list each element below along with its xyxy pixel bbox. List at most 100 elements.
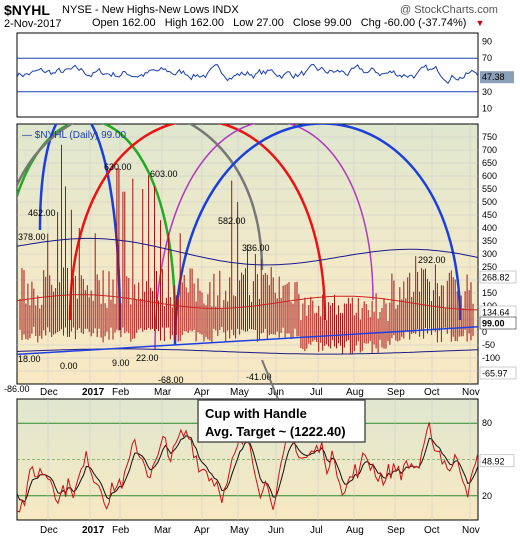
close-value: Close 99.00 xyxy=(292,17,352,29)
main-ytick-label: 150 xyxy=(482,288,497,298)
lower-ytick-label: 80 xyxy=(482,418,492,428)
symbol-name: NYSE - New Highs-New Lows INDX xyxy=(62,4,239,16)
moving-average-line xyxy=(17,294,478,311)
main-ytick-label: 600 xyxy=(482,171,497,181)
bollinger-upper-band xyxy=(17,237,478,266)
last-value-label: 268.82 xyxy=(482,273,510,283)
annotation-label: 292.00 xyxy=(418,255,446,265)
annotation-label: 336.00 xyxy=(242,243,270,253)
lower-xtick-label: Nov xyxy=(462,525,480,536)
lower-xtick-label: Sep xyxy=(387,525,405,536)
callout-line2: Avg. Target ~ (1222.40) xyxy=(205,424,346,439)
trendline xyxy=(17,326,478,356)
main-xtick-label: 2017 xyxy=(82,387,105,398)
main-xtick-label: Mar xyxy=(154,387,172,398)
main-ytick-label: -50 xyxy=(482,340,495,350)
cycle-arcs xyxy=(17,124,462,351)
main-xtick-label: May xyxy=(230,387,249,398)
lower-xtick-label: Dec xyxy=(40,525,58,536)
annotation-label: 603.00 xyxy=(150,169,178,179)
lower-xtick-label: May xyxy=(230,525,249,536)
top-ytick-label: 70 xyxy=(482,53,492,63)
top-indicator-series xyxy=(17,63,478,85)
main-ytick-label: -100 xyxy=(482,353,500,363)
top-grid xyxy=(17,57,478,93)
main-ytick-label: 700 xyxy=(482,145,497,155)
cycle-arc xyxy=(38,124,122,331)
annotation-label: 582.00 xyxy=(218,216,246,226)
main-ytick-label: 0 xyxy=(482,327,487,337)
annotations: 378.00 462.00 630.00 603.00 582.00 336.00 292.… xyxy=(4,162,446,410)
top-ytick-label: 90 xyxy=(482,36,492,46)
main-xtick-label: Feb xyxy=(112,387,130,398)
brand-logo: @ StockCharts.com xyxy=(400,4,498,16)
callout-box xyxy=(197,399,366,443)
down-arrow-icon: ▼ xyxy=(475,18,485,28)
main-ytick-label: 750 xyxy=(482,132,497,142)
open-value: Open 162.00 xyxy=(92,17,156,29)
lower-xtick-label: 2017 xyxy=(82,525,105,536)
chart-header: $NYHL NYSE - New Highs-New Lows INDX @ S… xyxy=(0,0,520,30)
lower-ytick-label: 20 xyxy=(482,491,492,501)
cycle-arc xyxy=(17,124,177,321)
lower-xtick-label: Oct xyxy=(424,525,440,536)
annotation-label: 22.00 xyxy=(136,353,159,363)
main-xtick-label: Nov xyxy=(462,387,480,398)
top-last-value: 47.38 xyxy=(482,72,505,82)
annotation-label: 378.00 xyxy=(18,232,46,242)
symbol: $NYHL xyxy=(4,2,50,18)
annotation-label: -68.00 xyxy=(158,375,184,385)
lower-last-value-box xyxy=(479,454,515,468)
high-value: High 162.00 xyxy=(164,17,225,29)
callout-line1: Cup with Handle xyxy=(205,406,307,421)
last-value-label: -65.97 xyxy=(482,369,508,379)
ohlc-row: Open 162.00 High 162.00 Low 27.00 Close … xyxy=(92,17,490,29)
lower-xtick-label: Mar xyxy=(154,525,172,536)
lower-last-value: 48.92 xyxy=(482,456,505,466)
top-yticks: 907050301047.38 xyxy=(480,36,514,114)
cycle-arc xyxy=(154,124,374,351)
cycle-arc xyxy=(17,124,264,271)
main-ytick-label: 550 xyxy=(482,184,497,194)
annotation-label: -41.00 xyxy=(246,372,272,382)
main-ytick-label: 650 xyxy=(482,158,497,168)
top-indicator-panel xyxy=(16,32,479,118)
date-label: 2-Nov-2017 xyxy=(4,18,62,30)
main-xtick-label: Apr xyxy=(194,387,210,398)
change-value: Chg -60.00 (-37.74%) xyxy=(360,17,467,29)
overlays xyxy=(17,237,478,356)
main-yticks: 7507006506005505004504003503002502001501… xyxy=(479,132,517,380)
lower-xticks: Dec 2017 Feb Mar Apr May Jun Jul Aug Sep Oct Nov xyxy=(40,525,480,536)
last-value-label: 134.64 xyxy=(482,308,510,318)
top-ytick-label: 10 xyxy=(482,104,492,114)
cycle-arc xyxy=(68,124,327,321)
annotation-label: 0.00 xyxy=(60,361,78,371)
last-value-box xyxy=(479,270,517,284)
top-indicator-line xyxy=(17,63,478,85)
main-ytick-label: 250 xyxy=(482,262,497,272)
main-ytick-label: 500 xyxy=(482,197,497,207)
lower-xtick-label: Jul xyxy=(310,525,323,536)
annotation-label: 9.00 xyxy=(112,358,130,368)
main-ytick-label: 450 xyxy=(482,210,497,220)
cycle-arc xyxy=(173,124,462,346)
main-xtick-label: Dec xyxy=(40,387,58,398)
lower-xtick-label: Apr xyxy=(194,525,210,536)
main-xtick-label: Jul xyxy=(310,387,323,398)
annotation-label: 462.00 xyxy=(28,208,56,218)
main-ytick-label: 400 xyxy=(482,223,497,233)
top-last-value-box xyxy=(480,71,514,84)
lower-xtick-label: Aug xyxy=(346,525,364,536)
lower-xtick-label: Feb xyxy=(112,525,130,536)
callout-pointer xyxy=(261,359,279,400)
main-ytick-label: 300 xyxy=(482,249,497,259)
main-xtick-label: Oct xyxy=(424,387,440,398)
main-ytick-label: 350 xyxy=(482,236,497,246)
annotation-label: 18.00 xyxy=(18,354,41,364)
annotation-label: 630.00 xyxy=(104,162,132,172)
low-value: Low 27.00 xyxy=(233,17,284,29)
last-value-box xyxy=(479,366,517,380)
chart-legend: — $NYHL (Daily) 99.00 xyxy=(22,130,127,141)
